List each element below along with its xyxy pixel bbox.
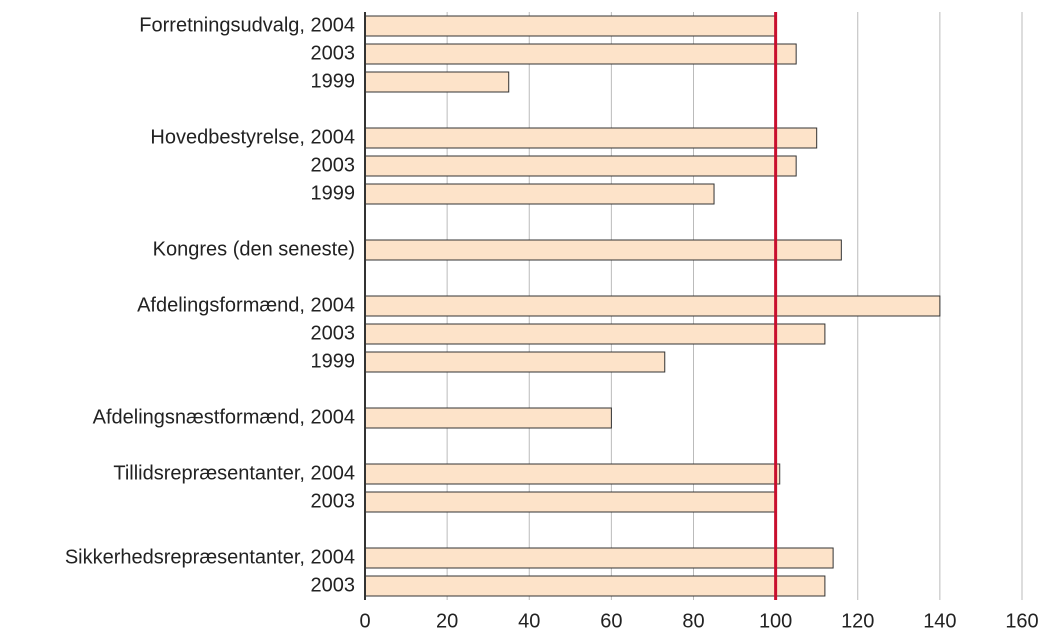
bar: [364, 575, 826, 597]
y-tick-label: 2003: [311, 42, 356, 64]
y-tick-label: 2003: [311, 490, 356, 512]
bar: [364, 155, 797, 177]
x-tick-label: 120: [841, 610, 874, 632]
bar: [364, 15, 777, 37]
x-tick-label: 40: [518, 610, 540, 632]
y-tick-label: Afdelingsformænd, 2004: [137, 294, 355, 316]
bar: [364, 71, 510, 93]
y-tick-label: 2003: [311, 322, 356, 344]
x-tick-label: 0: [359, 610, 370, 632]
y-tick-label: 1999: [311, 350, 356, 372]
y-tick-label: Afdelingsnæstformænd, 2004: [93, 406, 355, 428]
bar: [364, 295, 941, 317]
bar: [364, 351, 666, 373]
bar: [364, 547, 834, 569]
x-tick-label: 140: [923, 610, 956, 632]
x-tick-label: 20: [436, 610, 458, 632]
y-tick-label: 2003: [311, 574, 356, 596]
bar: [364, 407, 612, 429]
bar: [364, 491, 777, 513]
y-tick-label: 1999: [311, 70, 356, 92]
bar: [364, 239, 842, 261]
bar: [364, 43, 797, 65]
y-tick-label: 2003: [311, 154, 356, 176]
y-tick-label: Kongres (den seneste): [153, 238, 355, 260]
bar: [364, 183, 715, 205]
y-tick-label: Tillidsrepræsentanter, 2004: [113, 462, 355, 484]
bar: [364, 323, 826, 345]
bar: [364, 127, 818, 149]
x-tick-label: 100: [759, 610, 792, 632]
x-tick-label: 80: [682, 610, 704, 632]
bar: [364, 463, 781, 485]
y-tick-label: 1999: [311, 182, 356, 204]
x-tick-label: 60: [600, 610, 622, 632]
y-tick-label: Sikkerhedsrepræsentanter, 2004: [65, 546, 355, 568]
y-tick-label: Forretningsudvalg, 2004: [139, 14, 355, 36]
x-tick-label: 160: [1005, 610, 1038, 632]
y-tick-label: Hovedbestyrelse, 2004: [150, 126, 355, 148]
